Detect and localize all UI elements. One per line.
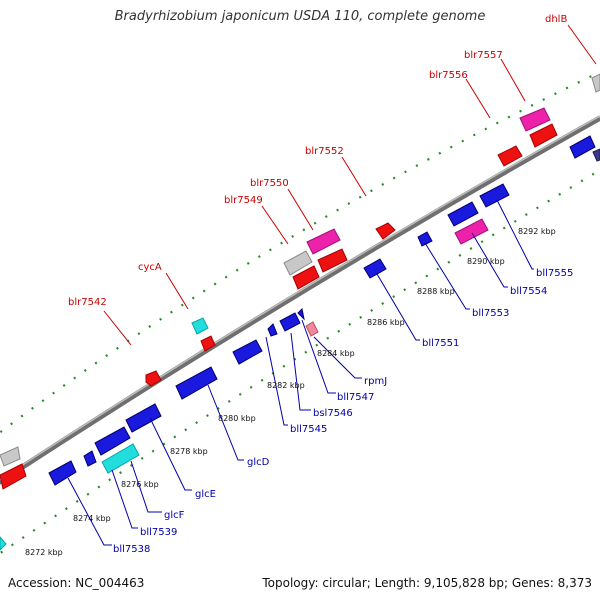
scale-label: 8286 kbp [367, 318, 405, 327]
scale-label: 8276 kbp [121, 480, 159, 489]
gene-arrow[interactable] [48, 460, 77, 486]
gene-label[interactable]: bll7538 [113, 544, 150, 555]
gene-arrow[interactable] [363, 258, 387, 279]
topology-text: Topology: circular; Length: 9,105,828 bp… [262, 576, 592, 590]
gene-label[interactable]: blr7549 [224, 195, 263, 206]
scale-label: 8282 kbp [267, 381, 305, 390]
scale-labels: 8272 kbp 8274 kbp 8276 kbp 8278 kbp 8280… [25, 227, 556, 557]
gene-label[interactable]: bsl7546 [313, 408, 353, 419]
genome-backbone [0, 115, 600, 485]
inner-tick-ring [0, 169, 600, 555]
gene-arrow[interactable] [519, 107, 551, 132]
gene-arrow[interactable] [529, 123, 558, 148]
gene-arrow[interactable] [297, 307, 305, 321]
gene-arrow[interactable] [94, 426, 131, 456]
gene-label[interactable]: blr7552 [305, 146, 344, 157]
scale-label: 8284 kbp [317, 349, 355, 358]
gene-label[interactable]: bll7555 [536, 268, 573, 279]
gene-label[interactable]: bll7539 [140, 527, 177, 538]
gene-arrow[interactable] [191, 317, 209, 335]
map-title: Bradyrhizobium japonicum USDA 110, compl… [114, 9, 486, 24]
gene-arrow[interactable] [125, 403, 162, 433]
gene-arrow[interactable] [292, 265, 320, 290]
gene-arrow[interactable] [283, 250, 313, 276]
gene-arrow[interactable] [200, 335, 216, 352]
forward-gene-labels: blr7542 cycA blr7549 blr7550 blr7552 blr… [68, 14, 597, 346]
gene-label[interactable]: bll7553 [472, 308, 509, 319]
gene-label[interactable]: rpmJ [364, 376, 387, 387]
gene-label[interactable]: bll7554 [510, 286, 547, 297]
accession-text: Accession: NC_004463 [8, 576, 145, 590]
scale-label: 8292 kbp [518, 227, 556, 236]
gene-arrow[interactable] [569, 135, 596, 159]
gene-arrow[interactable] [279, 312, 301, 332]
gene-arrow[interactable] [305, 321, 319, 337]
gene-arrow[interactable] [0, 446, 21, 467]
gene-arrow[interactable] [454, 218, 489, 245]
gene-arrow[interactable] [0, 536, 7, 551]
gene-arrow[interactable] [175, 366, 218, 400]
scale-label: 8278 kbp [170, 447, 208, 456]
genome-backbone-highlight [0, 115, 600, 481]
scale-label: 8274 kbp [73, 514, 111, 523]
gene-label[interactable]: glcD [247, 457, 270, 468]
gene-label[interactable]: bll7545 [290, 424, 327, 435]
gene-label[interactable]: glcE [195, 489, 216, 500]
gene-label[interactable]: glcF [164, 510, 185, 521]
reverse-gene-labels: bll7538 bll7539 glcF glcE glcD bll7545 b… [67, 199, 573, 555]
gene-arrow[interactable] [306, 228, 341, 255]
gene-arrow[interactable] [232, 339, 263, 365]
gene-label[interactable]: blr7557 [464, 50, 503, 61]
scale-label: 8272 kbp [25, 548, 63, 557]
gene-label[interactable]: blr7542 [68, 297, 107, 308]
gene-arrow[interactable] [497, 145, 523, 167]
gene-arrow[interactable] [267, 323, 278, 337]
gene-label[interactable]: bll7547 [337, 392, 374, 403]
gene-label[interactable]: bll7551 [422, 338, 459, 349]
gene-arrow[interactable] [83, 450, 97, 467]
gene-arrow[interactable] [479, 183, 510, 208]
reverse-strand-genes [0, 135, 600, 551]
gene-label[interactable]: blr7550 [250, 178, 289, 189]
scale-label: 8280 kbp [218, 414, 256, 423]
gene-arrow[interactable] [145, 370, 162, 387]
scale-label: 8290 kbp [467, 257, 505, 266]
gene-arrow[interactable] [0, 463, 27, 490]
gene-label[interactable]: cycA [138, 262, 162, 273]
gene-arrow[interactable] [375, 222, 396, 240]
gene-arrow[interactable] [317, 248, 348, 273]
gene-arrow[interactable] [591, 73, 600, 93]
forward-strand-genes [0, 73, 600, 490]
gene-arrow[interactable] [417, 231, 433, 247]
gene-label[interactable]: blr7556 [429, 70, 468, 81]
gene-arrow[interactable] [592, 148, 600, 162]
gene-label[interactable]: dhlB [545, 14, 567, 25]
scale-label: 8288 kbp [417, 287, 455, 296]
gene-arrow[interactable] [447, 201, 479, 227]
gene-arrow[interactable] [101, 443, 140, 474]
